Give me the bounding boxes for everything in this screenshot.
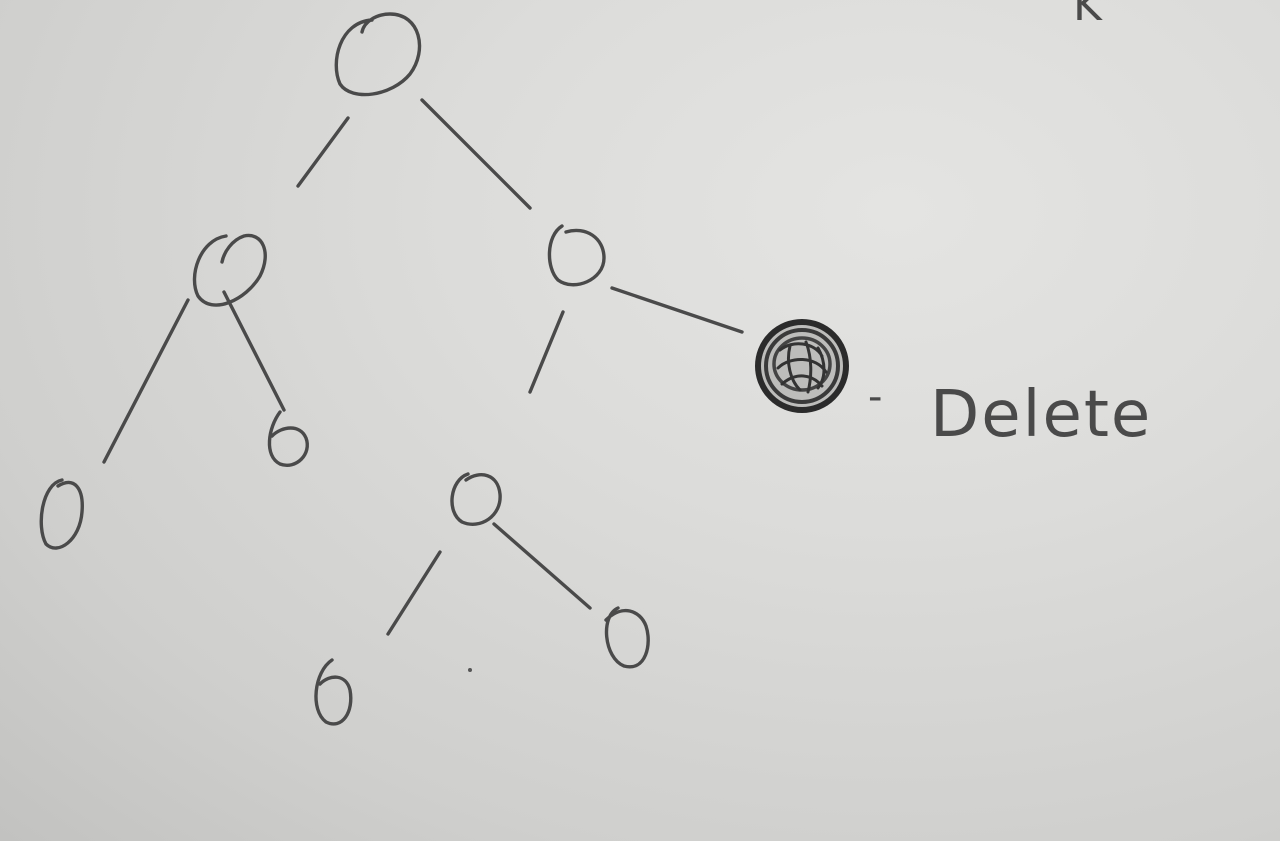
filled-circle-icon xyxy=(755,319,849,413)
edge-right-child-right-left-child xyxy=(528,310,565,394)
node-rl-right-leaf xyxy=(604,606,650,669)
edge-right-child-right-right-node xyxy=(610,286,744,334)
circle-icon xyxy=(39,478,84,550)
node-left-child xyxy=(192,233,267,307)
edge-root-left-child xyxy=(296,116,350,188)
edge-left-child-left-left-leaf xyxy=(102,298,190,464)
node-right-left-child xyxy=(450,472,502,526)
node-rl-left-leaf xyxy=(314,658,353,726)
node-right-child xyxy=(547,224,606,287)
annotation-delete-label: Delete xyxy=(930,378,1152,452)
circle-icon xyxy=(267,410,309,467)
edge-left-child-left-right-leaf xyxy=(222,290,286,412)
pencil-dot xyxy=(468,668,472,672)
circle-icon xyxy=(334,12,422,97)
circle-icon xyxy=(450,472,502,526)
circle-icon xyxy=(314,658,353,726)
node-right-right-node xyxy=(755,319,849,413)
edge-root-right-child xyxy=(420,98,532,210)
node-left-left-leaf xyxy=(39,478,84,550)
circle-icon xyxy=(547,224,606,287)
edge-right-left-child-rl-left-leaf xyxy=(386,550,442,636)
circle-icon xyxy=(192,233,267,307)
node-left-right-leaf xyxy=(267,410,309,467)
annotation-dash: - xyxy=(868,374,882,420)
node-root xyxy=(334,12,422,97)
circle-icon xyxy=(604,606,650,669)
edge-right-left-child-rl-right-leaf xyxy=(492,522,592,610)
corner-mark: K xyxy=(1073,0,1103,31)
delete-annotation: - Delete xyxy=(868,374,1152,452)
